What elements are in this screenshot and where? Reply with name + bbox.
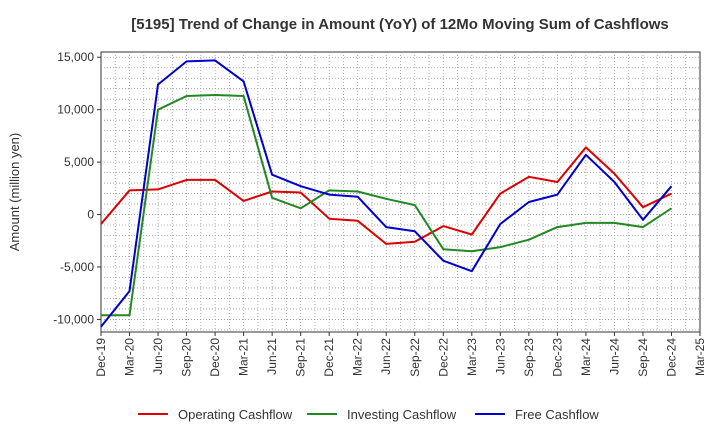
x-tick-label: Dec-22 [436,338,450,377]
plot-area [100,51,701,333]
x-tick-label: Mar-23 [465,338,479,376]
x-tick-label: Jun-21 [265,338,279,375]
chart-title: [5195] Trend of Change in Amount (YoY) o… [131,16,669,33]
x-tick-label: Sep-24 [636,338,650,377]
legend-label: Free Cashflow [515,407,599,422]
legend-label: Operating Cashflow [178,407,293,422]
x-tick-label: Sep-22 [408,338,422,377]
series-line-free-cashflow [100,59,673,328]
legend-label: Investing Cashflow [347,407,457,422]
x-tick-label: Mar-22 [351,338,365,376]
x-tick-label: Dec-24 [664,338,678,377]
legend: Operating Cashflow Investing Cashflow Free… [138,407,599,422]
x-tick-label: Mar-25 [693,338,707,376]
y-tick-label: 5,000 [64,155,94,169]
y-axis-label: Amount (million yen) [7,133,22,252]
series-lines [100,59,673,328]
series-line-investing-cashflow [101,94,673,317]
x-tick-label: Jun-20 [151,338,165,375]
y-tick-label: 10,000 [57,103,94,117]
grid-lines [101,52,700,332]
x-tick-label: Dec-20 [208,338,222,377]
y-tick-label: -5,000 [60,260,94,274]
x-tick-label: Mar-21 [237,338,251,376]
x-tick-label: Sep-23 [522,338,536,377]
x-tick-label: Jun-23 [493,338,507,375]
x-tick-label: Dec-19 [94,338,108,377]
y-tick-label: 0 [87,208,94,222]
x-tick-label: Mar-24 [579,338,593,376]
series-line-operating-cashflow [100,146,672,245]
x-axis-ticks: Dec-19 Mar-20 Jun-20 Sep-20 Dec-20 Mar-21 Jun-… [94,332,707,377]
x-tick-label: Sep-21 [294,338,308,377]
x-tick-label: Jun-24 [607,338,621,375]
x-tick-label: Mar-20 [123,338,137,376]
y-axis-ticks: 15,000 10,000 5,000 0 -5,000 -10,000 [53,50,101,326]
x-tick-label: Sep-20 [180,338,194,377]
x-tick-label: Dec-21 [322,338,336,377]
x-tick-label: Dec-23 [550,338,564,377]
y-tick-label: -10,000 [53,312,94,326]
y-tick-label: 15,000 [57,50,94,64]
x-tick-label: Jun-22 [379,338,393,375]
